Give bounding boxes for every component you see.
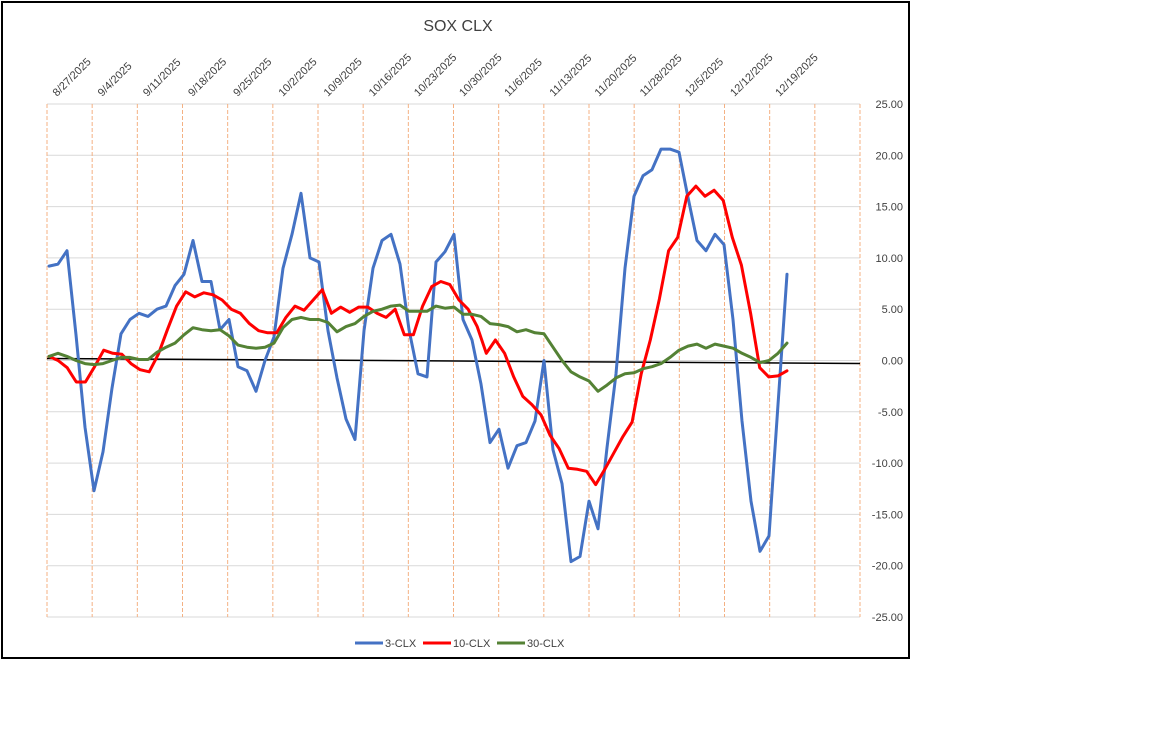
x-tick-label: 9/25/2025	[231, 56, 274, 99]
x-tick-label: 9/4/2025	[96, 60, 135, 99]
series-line-10-clx	[47, 184, 789, 487]
y-tick-label: 15.00	[875, 202, 903, 214]
x-axis-tick-labels: 8/27/2025 9/4/2025 9/11/2025 9/18/2025 9/25/…	[51, 52, 821, 99]
x-tick-label: 11/6/2025	[502, 57, 545, 100]
y-tick-label: -5.00	[878, 407, 903, 419]
y-tick-label: -25.00	[872, 612, 903, 624]
x-tick-label: 11/13/2025	[547, 52, 594, 99]
x-tick-label: 11/20/2025	[593, 52, 640, 99]
chart-title: SOX CLX	[423, 18, 493, 35]
y-tick-label: 20.00	[875, 150, 903, 162]
chart-frame: SOX CLX 8/27/2025 9/4/2025 9/11/2025 9/18/2…	[1, 1, 910, 659]
x-tick-label: 10/16/2025	[367, 52, 414, 99]
y-tick-label: -10.00	[872, 458, 903, 470]
y-tick-label: 0.00	[882, 356, 903, 368]
y-tick-label: 10.00	[875, 253, 903, 265]
x-tick-label: 12/19/2025	[773, 52, 820, 99]
x-tick-label: 9/18/2025	[186, 56, 229, 99]
x-tick-label: 10/23/2025	[412, 52, 459, 99]
legend-label: 30-CLX	[527, 638, 565, 650]
zero-line	[46, 357, 861, 365]
y-axis-tick-labels: 25.00 20.00 15.00 10.00 5.00 0.00 -5.00 -10.00 -…	[872, 99, 903, 624]
legend-label: 3-CLX	[385, 638, 417, 650]
line-chart: SOX CLX 8/27/2025 9/4/2025 9/11/2025 9/18/2…	[46, 18, 903, 650]
gridlines	[46, 103, 861, 618]
y-tick-label: -15.00	[872, 509, 903, 521]
x-tick-label: 10/30/2025	[457, 52, 504, 99]
y-tick-label: 5.00	[882, 304, 903, 316]
legend: 3-CLX 10-CLX 30-CLX	[355, 638, 565, 650]
series-lines	[47, 147, 789, 564]
x-tick-label: 8/27/2025	[51, 56, 94, 99]
y-tick-label: 25.00	[875, 99, 903, 111]
x-tick-label: 12/5/2025	[683, 56, 726, 99]
x-tick-label: 10/9/2025	[322, 56, 365, 99]
x-tick-label: 11/28/2025	[638, 52, 685, 99]
series-line-30-clx	[47, 303, 789, 393]
series-line-3-clx	[47, 147, 789, 564]
legend-label: 10-CLX	[453, 638, 491, 650]
y-tick-label: -20.00	[872, 561, 903, 573]
x-tick-label: 10/2/2025	[276, 56, 319, 99]
x-tick-label: 12/12/2025	[728, 52, 775, 99]
x-tick-label: 9/11/2025	[141, 57, 184, 100]
